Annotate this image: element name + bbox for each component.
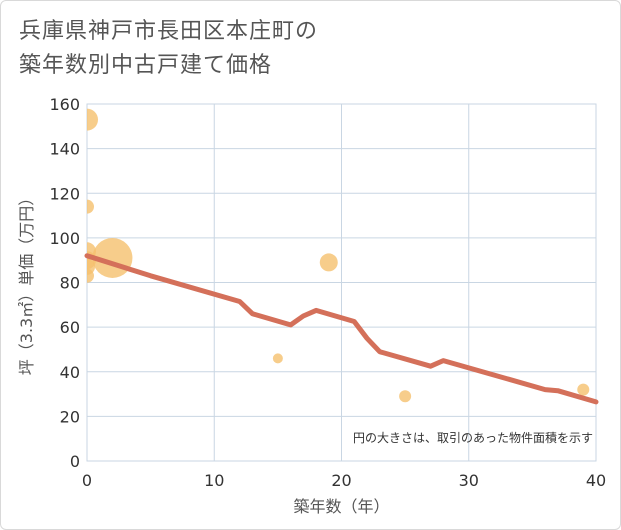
- data-bubble: [87, 199, 94, 214]
- trend-line: [84, 253, 599, 405]
- grid: [86, 103, 597, 462]
- y-tick-label: 20: [60, 407, 80, 426]
- y-tick-label: 0: [70, 452, 80, 471]
- data-bubble: [319, 253, 338, 272]
- chart-title: 兵庫県神戸市長田区本庄町の 築年数別中古戸建て価格: [19, 15, 318, 83]
- x-tick-label: 40: [586, 471, 606, 490]
- y-tick-label: 140: [49, 140, 80, 159]
- tick-labels: 0 10 20 30 40 0 20 40 60 80 100 120 140 160: [49, 95, 606, 490]
- y-tick-label: 60: [60, 318, 80, 337]
- data-bubble: [577, 383, 590, 396]
- x-tick-label: 20: [331, 471, 351, 490]
- y-tick-label: 40: [60, 363, 80, 382]
- y-tick-label: 100: [49, 229, 80, 248]
- chart-title-line-2: 築年数別中古戸建て価格: [19, 53, 273, 78]
- bubbles: [87, 108, 590, 403]
- trend-line-group: [84, 253, 599, 405]
- chart-title-line-1: 兵庫県神戸市長田区本庄町の: [19, 19, 319, 44]
- x-axis-label: 築年数（年）: [293, 497, 389, 516]
- y-tick-label: 80: [60, 274, 80, 293]
- x-tick-label: 10: [204, 471, 224, 490]
- x-tick-label: 0: [82, 471, 92, 490]
- x-tick-label: 30: [459, 471, 479, 490]
- data-bubble: [399, 390, 412, 403]
- data-bubble: [87, 268, 94, 283]
- bubble-size-note: 円の大きさは、取引のあった物件面積を示す: [353, 430, 593, 445]
- data-bubble: [272, 353, 283, 364]
- y-tick-label: 120: [49, 184, 80, 203]
- data-bubble: [87, 108, 98, 131]
- y-axis-label: 坪（3.3㎡）単価（万円）: [17, 190, 36, 375]
- y-tick-label: 160: [49, 95, 80, 114]
